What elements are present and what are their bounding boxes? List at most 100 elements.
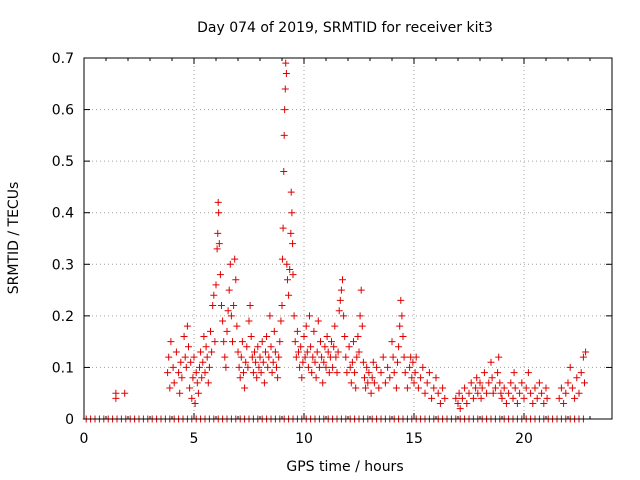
data-point [571,394,579,402]
data-point [175,369,183,377]
data-point [409,358,417,366]
data-point [279,224,287,232]
data-point [509,394,517,402]
data-point [242,358,250,366]
data-point [291,338,299,346]
data-point [312,374,320,382]
data-point [381,379,389,387]
data-point [193,379,201,387]
data-point [500,384,508,392]
data-point [280,131,288,139]
data-point [314,317,322,325]
data-point [564,379,572,387]
data-point [194,389,202,397]
data-point [455,389,463,397]
data-point [337,286,345,294]
data-point [342,353,350,361]
data-point [112,394,120,402]
data-point [240,369,247,377]
data-point [363,363,371,371]
data-point [419,363,427,371]
data-point [472,384,480,392]
data-point [577,369,585,377]
data-point [280,167,288,175]
y-tick-label: 0.6 [52,103,74,119]
data-point [320,358,328,366]
data-point [298,374,306,382]
data-point [185,343,192,351]
data-point [454,400,462,408]
data-point [260,379,268,387]
data-point [167,338,175,346]
data-point [487,358,495,366]
y-tick-label: 0.5 [52,154,74,170]
data-point [265,353,273,361]
data-point [396,322,404,330]
data-point [522,384,530,392]
data-point [568,384,576,392]
data-point [281,85,289,93]
data-point [347,379,355,387]
data-point [311,358,319,366]
data-point [414,384,422,392]
data-point [257,369,265,377]
data-point [203,353,211,361]
data-point [262,348,269,356]
data-point [432,374,440,382]
data-point [401,369,409,377]
data-point [229,338,236,346]
data-point [364,379,372,387]
data-point [200,332,208,340]
data-point [495,353,503,361]
data-point [231,255,239,263]
data-point [425,369,433,377]
data-point [322,363,330,371]
data-point [581,379,588,387]
data-point [286,265,294,273]
axis-ticks [83,57,612,420]
data-point [491,384,499,392]
data-point [375,384,383,392]
data-point [215,209,223,217]
data-point [395,343,403,351]
data-point [197,348,205,356]
data-point [332,353,340,361]
data-point [358,322,366,330]
data-point [511,384,519,392]
data-point [121,389,129,397]
data-point [367,389,375,397]
data-point [394,358,401,366]
data-point [538,389,546,397]
data-point [292,353,300,361]
data-point [254,343,262,351]
y-tick-label: 0.2 [52,309,74,325]
y-tick-label: 0.7 [52,51,74,67]
data-point [527,389,535,397]
data-point [356,312,364,320]
data-point [400,353,408,361]
data-point [287,229,295,237]
data-point [392,384,400,392]
data-point [439,384,447,392]
data-point [421,389,429,397]
data-point [196,363,203,371]
data-point [345,343,353,351]
data-point [243,343,251,351]
data-point [562,389,570,397]
data-point [278,255,286,263]
data-point [278,302,286,310]
data-point [365,369,373,377]
data-point [346,363,354,371]
data-point [277,317,285,325]
data-point [222,363,230,371]
data-point [411,369,419,377]
data-point [212,281,220,289]
data-point [513,400,521,408]
data-point [300,332,308,340]
data-point [520,394,528,402]
data-point [177,358,185,366]
data-point [560,400,568,408]
data-point [469,394,477,402]
data-point [309,353,317,361]
data-point [202,343,210,351]
